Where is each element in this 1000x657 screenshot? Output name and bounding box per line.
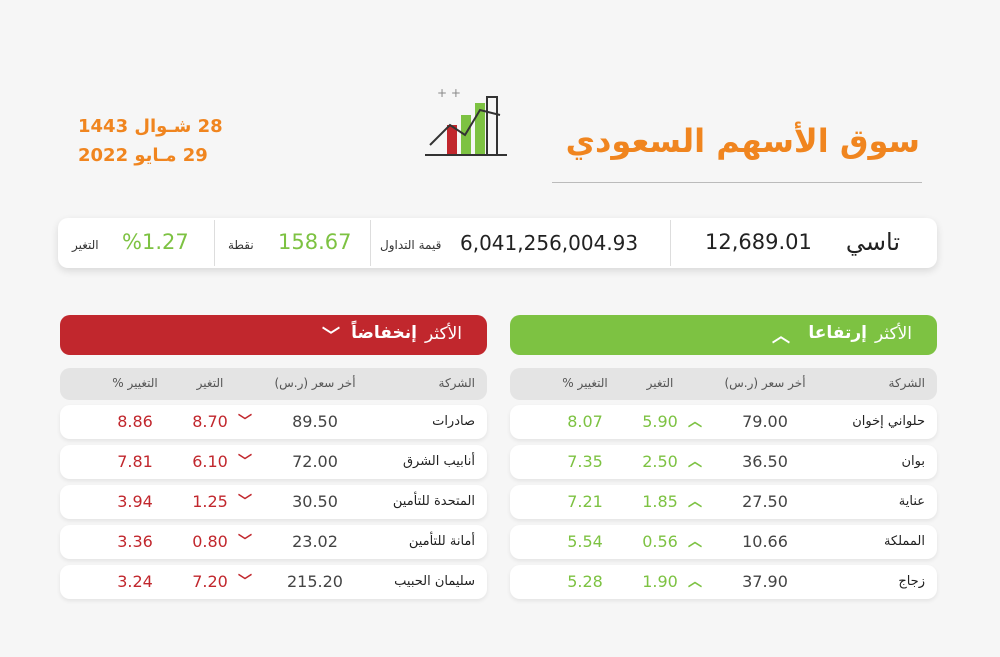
table-row: [510, 565, 937, 599]
price: 10.66: [742, 532, 788, 551]
price: 30.50: [292, 492, 338, 511]
company: سليمان الحبيب: [394, 574, 475, 589]
svg-text:+ +: + +: [437, 86, 461, 100]
turnover-label: قيمة التداول: [380, 238, 442, 252]
panel-title-prefix: الأكثر: [424, 324, 462, 344]
change-percent: 5.28: [567, 572, 603, 591]
company: عناية: [898, 494, 925, 509]
trend-arrow: ︿: [688, 494, 702, 510]
change-percent: 8.07: [567, 412, 603, 431]
table-row: [60, 445, 487, 479]
company: بوان: [901, 454, 926, 469]
change-percent: 5.54: [567, 532, 603, 551]
change-percent: 8.86: [117, 412, 153, 431]
panel-header: [510, 315, 937, 355]
panel-title: إرتفاعا: [808, 323, 867, 343]
change-percent: 7.35: [567, 452, 603, 471]
price: 89.50: [292, 412, 338, 431]
trend-arrow: ︿: [688, 534, 702, 550]
divider: [552, 182, 922, 183]
change: 2.50: [642, 452, 678, 471]
column-label: الشركة: [888, 376, 925, 390]
table-row: [60, 565, 487, 599]
change: 0.56: [642, 532, 678, 551]
change: 1.85: [642, 492, 678, 511]
change-percent: 3.36: [117, 532, 153, 551]
title: سوق الأسهم السعودي: [565, 122, 920, 160]
date-hijri: 28 شـوال 1443: [78, 116, 223, 137]
trend-arrow: ﹀: [238, 534, 252, 550]
column-label: أخر سعر (ر.س): [274, 376, 356, 390]
change: 1.90: [642, 572, 678, 591]
change: 0.80: [192, 532, 228, 551]
column-label: التغير: [196, 376, 224, 390]
price: 215.20: [287, 572, 343, 591]
company: أنابيب الشرق: [402, 454, 475, 469]
change: 8.70: [192, 412, 228, 431]
index-value: 12,689.01: [705, 230, 812, 254]
column-header: [510, 368, 937, 400]
trend-arrow: ︿: [688, 574, 702, 590]
table-row: [60, 485, 487, 519]
column-label: الشركة: [438, 376, 475, 390]
index-name: تاسي: [845, 228, 900, 256]
table-row: [510, 485, 937, 519]
trend-arrow: ︿: [688, 454, 702, 470]
price: 27.50: [742, 492, 788, 511]
price: 79.00: [742, 412, 788, 431]
arrow: ︿: [772, 326, 790, 347]
company: أمانة للتأمين: [408, 534, 475, 549]
change-value: %1.27: [122, 230, 189, 254]
summary-bar: [58, 218, 937, 268]
company: صادرات: [432, 414, 475, 429]
column-label: التغيير %: [112, 376, 158, 390]
change-percent: 3.24: [117, 572, 153, 591]
change-percent: 7.21: [567, 492, 603, 511]
panel-title: إنخفاضاً: [351, 323, 417, 343]
date-gregorian: 29 مـايو 2022: [78, 145, 208, 166]
column-label: أخر سعر (ر.س): [724, 376, 806, 390]
price: 23.02: [292, 532, 338, 551]
company: حلواني إخوان: [852, 414, 925, 429]
column-label: التغيير %: [562, 376, 608, 390]
change: 1.25: [192, 492, 228, 511]
change-percent: 3.94: [117, 492, 153, 511]
price: 72.00: [292, 452, 338, 471]
arrow: ﹀: [322, 326, 340, 347]
panel-header: [60, 315, 487, 355]
table-row: [60, 405, 487, 439]
change-label: التغير: [72, 238, 99, 252]
table-row: [60, 525, 487, 559]
panel-title-prefix: الأكثر: [874, 324, 912, 344]
column-header: [60, 368, 487, 400]
trend-arrow: ﹀: [238, 414, 252, 430]
trend-arrow: ︿: [688, 414, 702, 430]
change: 7.20: [192, 572, 228, 591]
company: المملكة: [883, 534, 925, 549]
trend-arrow: ﹀: [238, 454, 252, 470]
company: المتحدة للتأمين: [392, 494, 475, 509]
change: 6.10: [192, 452, 228, 471]
change: 5.90: [642, 412, 678, 431]
trend-arrow: ﹀: [238, 494, 252, 510]
table-row: [510, 525, 937, 559]
price: 36.50: [742, 452, 788, 471]
trend-arrow: ﹀: [238, 574, 252, 590]
table-row: [510, 405, 937, 439]
points-value: 158.67: [278, 230, 352, 254]
company: زجاج: [898, 574, 925, 589]
points-label: نقطة: [228, 238, 254, 252]
price: 37.90: [742, 572, 788, 591]
change-percent: 7.81: [117, 452, 153, 471]
chart-icon: + +: [425, 86, 507, 156]
table-row: [510, 445, 937, 479]
turnover-value: 6,041,256,004.93: [460, 231, 639, 255]
column-label: التغير: [646, 376, 674, 390]
